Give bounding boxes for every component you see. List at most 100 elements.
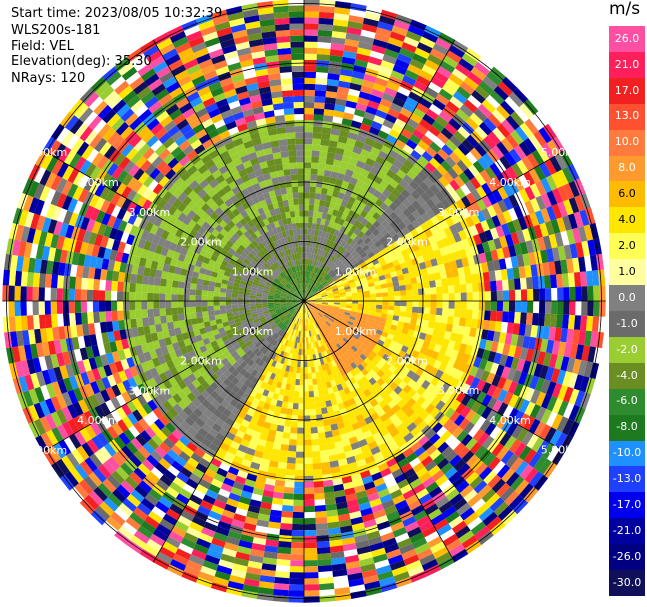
velocity-gate: [466, 454, 479, 468]
velocity-gate: [474, 85, 490, 100]
velocity-gate: [325, 381, 332, 389]
velocity-gate: [438, 263, 446, 273]
velocity-gate: [322, 298, 329, 301]
velocity-gate: [428, 486, 443, 499]
velocity-gate: [357, 371, 365, 380]
velocity-gate: [363, 328, 371, 334]
velocity-gate: [411, 243, 420, 252]
velocity-gate: [375, 288, 382, 294]
velocity-gate: [275, 571, 290, 579]
velocity-gate: [190, 312, 197, 319]
velocity-gate: [421, 455, 434, 467]
velocity-gate: [319, 145, 329, 152]
velocity-gate: [453, 316, 460, 326]
velocity-gate: [447, 167, 459, 180]
velocity-gate: [202, 311, 209, 317]
velocity-gate: [377, 21, 394, 32]
velocity-gate: [420, 222, 430, 232]
velocity-gate: [292, 517, 304, 525]
velocity-gate: [476, 198, 487, 211]
velocity-gate: [327, 294, 334, 298]
velocity-gate: [523, 487, 539, 503]
velocity-gate: [489, 90, 505, 105]
velocity-gate: [394, 118, 407, 129]
velocity-gate: [74, 301, 82, 313]
velocity-gate: [418, 97, 433, 109]
velocity-gate: [552, 188, 564, 204]
velocity-gate: [311, 286, 317, 292]
velocity-gate: [289, 566, 304, 573]
velocity-gate: [308, 216, 313, 223]
velocity-gate: [318, 310, 325, 316]
velocity-gate: [342, 50, 357, 59]
velocity-gate: [339, 433, 349, 441]
velocity-gate: [316, 327, 321, 335]
velocity-gate: [318, 17, 334, 25]
velocity-gate: [289, 433, 298, 440]
velocity-gate: [497, 186, 509, 200]
velocity-gate: [392, 174, 403, 184]
velocity-gate: [338, 333, 345, 340]
velocity-gate: [445, 538, 462, 552]
velocity-gate: [332, 385, 339, 393]
velocity-gate: [516, 335, 525, 348]
velocity-gate: [321, 296, 328, 299]
velocity-gate: [504, 435, 517, 450]
velocity-gate: [369, 398, 379, 408]
velocity-gate: [568, 314, 576, 330]
velocity-gate: [499, 354, 508, 367]
velocity-gate: [478, 301, 485, 311]
velocity-gate: [292, 409, 299, 416]
velocity-gate: [189, 306, 196, 313]
velocity-gate: [395, 269, 404, 276]
velocity-gate: [362, 340, 370, 348]
velocity-gate: [404, 521, 419, 533]
velocity-gate: [376, 215, 386, 225]
velocity-gate: [147, 308, 154, 318]
velocity-gate: [455, 108, 470, 122]
velocity-gate: [434, 222, 444, 233]
velocity-gate: [501, 510, 518, 526]
velocity-gate: [548, 353, 558, 369]
velocity-gate: [551, 247, 561, 262]
velocity-gate: [427, 320, 436, 329]
velocity-gate: [399, 332, 408, 340]
velocity-gate: [518, 141, 532, 157]
velocity-gate: [443, 364, 453, 375]
velocity-gate: [359, 35, 375, 45]
velocity-gate: [358, 154, 368, 164]
velocity-gate: [391, 233, 401, 242]
velocity-gate: [291, 530, 304, 537]
velocity-gate: [147, 284, 154, 294]
velocity-gate: [350, 76, 364, 86]
velocity-gate: [38, 287, 45, 301]
velocity-gate: [498, 332, 507, 344]
velocity-gate: [367, 343, 375, 351]
velocity-gate: [339, 264, 347, 271]
velocity-gate: [435, 551, 452, 565]
velocity-gate: [320, 218, 326, 226]
velocity-gate: [486, 179, 498, 193]
velocity-gate: [334, 243, 341, 251]
velocity-gate: [427, 536, 443, 549]
velocity-gate: [455, 402, 466, 415]
velocity-gate: [430, 205, 441, 216]
velocity-gate: [408, 499, 422, 511]
velocity-gate: [449, 410, 461, 423]
velocity-gate: [314, 281, 320, 287]
velocity-gate: [436, 65, 452, 79]
velocity-gate: [433, 249, 442, 259]
velocity-gate: [440, 393, 451, 404]
velocity-gate: [486, 260, 495, 272]
velocity-gate: [304, 35, 318, 42]
velocity-gate: [454, 414, 466, 427]
velocity-gate: [436, 523, 452, 537]
velocity-gate: [361, 475, 374, 485]
velocity-gate: [293, 397, 299, 404]
velocity-gate: [413, 446, 426, 458]
velocity-gate: [385, 113, 398, 124]
velocity-gate: [466, 301, 473, 310]
velocity-gate: [344, 343, 351, 351]
velocity-gate: [427, 273, 436, 282]
velocity-gate: [341, 329, 348, 336]
